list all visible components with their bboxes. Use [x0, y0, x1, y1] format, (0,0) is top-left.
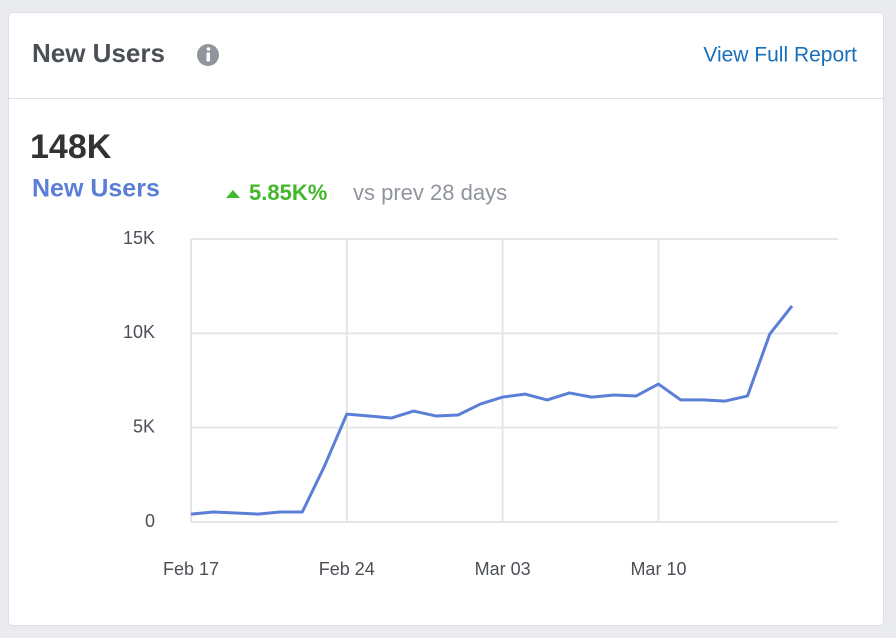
- view-report-link[interactable]: View Full Report: [703, 44, 857, 67]
- series-label: New Users: [32, 175, 160, 203]
- y-tick-label: 15K: [123, 228, 155, 248]
- y-tick-label: 0: [145, 511, 155, 531]
- total-value: 148K: [30, 128, 112, 166]
- y-tick-label: 10K: [123, 322, 155, 342]
- comparison-text: vs prev 28 days: [353, 180, 507, 205]
- series-line: [190, 305, 794, 516]
- x-tick-label: Mar 10: [630, 559, 686, 579]
- up-arrow: [226, 190, 240, 198]
- y-tick-label: 5K: [133, 416, 155, 436]
- x-tick-label: Mar 03: [475, 559, 531, 579]
- card-title: New Users: [32, 38, 165, 68]
- change-value: 5.85K%: [249, 180, 327, 205]
- x-tick-label: Feb 17: [163, 559, 219, 579]
- card: [8, 12, 884, 626]
- x-tick-label: Feb 24: [319, 559, 375, 579]
- info-icon[interactable]: [197, 44, 219, 66]
